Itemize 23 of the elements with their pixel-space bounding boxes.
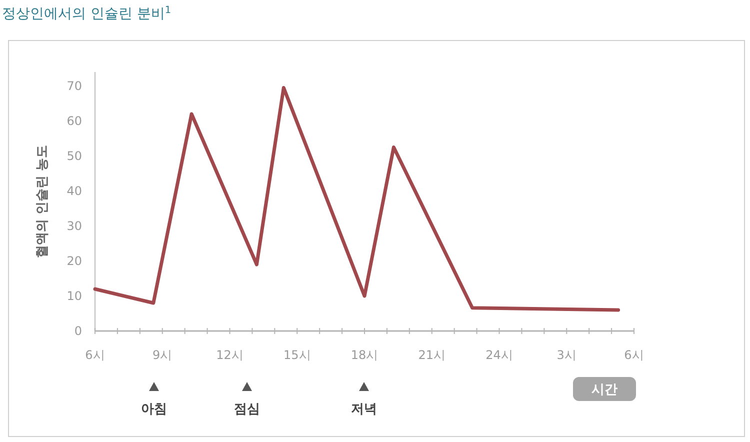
- x-tick-label: 21시: [418, 348, 446, 362]
- y-tick-label: 0: [74, 324, 82, 338]
- y-tick-label: 20: [66, 254, 82, 268]
- x-tick-label: 6시: [624, 348, 644, 362]
- x-tick-label: 9시: [152, 348, 172, 362]
- text: 점심: [234, 402, 260, 417]
- y-axis-title: 혈액의 인슐린 농도: [35, 144, 50, 258]
- x-tick-label: 24시: [486, 348, 513, 362]
- x-tick-label: 18시: [350, 348, 378, 362]
- y-tick-label: 30: [66, 219, 82, 234]
- text: 아침: [141, 402, 167, 417]
- text: 저녁: [351, 402, 377, 417]
- y-tick-label: 60: [66, 114, 82, 128]
- x-tick-label: 6시: [85, 348, 105, 362]
- chart-title: 정상인에서의 인슐린 분비$^{1}$: [2, 4, 172, 22]
- x-axis-title: 시간: [592, 382, 618, 398]
- y-tick-label: 10: [66, 289, 82, 304]
- y-tick-label: 70: [66, 79, 82, 94]
- y-tick-label: 40: [66, 184, 82, 198]
- x-tick-label: 15시: [283, 348, 311, 362]
- x-tick-label: 12시: [216, 348, 244, 362]
- y-tick-label: 50: [66, 149, 82, 164]
- x-tick-label: 3시: [556, 348, 576, 362]
